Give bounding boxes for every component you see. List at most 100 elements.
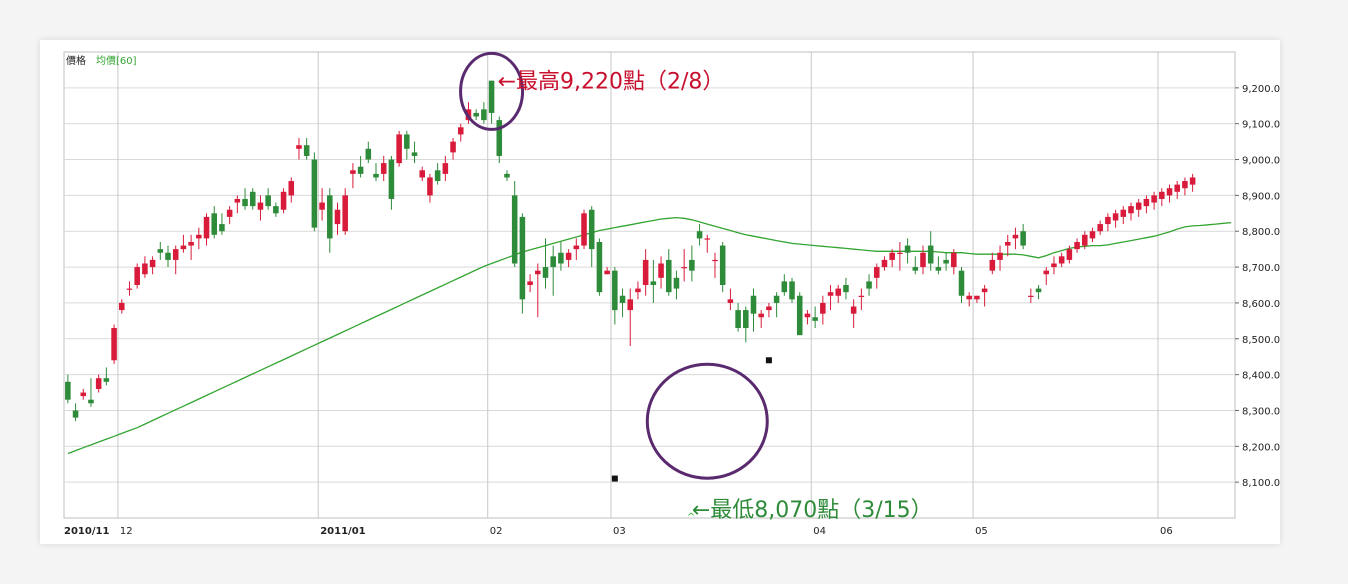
candle-body <box>850 306 857 314</box>
candle-body <box>758 313 764 318</box>
x-tick-label: 05 <box>975 526 988 537</box>
candle <box>1043 267 1050 285</box>
candle <box>866 274 872 296</box>
candle-body <box>427 177 433 196</box>
candle-body <box>665 259 672 293</box>
marker-square <box>611 475 618 482</box>
candle-body <box>450 141 456 153</box>
grid <box>63 51 1236 519</box>
candle-body <box>804 313 811 318</box>
candle <box>1058 252 1065 268</box>
candle <box>850 299 857 329</box>
candle <box>827 285 834 311</box>
candle <box>257 195 264 221</box>
candle <box>1182 177 1188 196</box>
candle <box>1166 184 1173 203</box>
candle-body <box>134 267 140 285</box>
candle <box>1051 256 1057 275</box>
candle-body <box>288 181 295 196</box>
highlight-circles <box>459 51 769 480</box>
candle <box>781 274 788 296</box>
candle <box>1004 234 1011 257</box>
candle <box>627 288 634 346</box>
candle <box>912 256 919 275</box>
marker-square <box>765 357 772 364</box>
candle-body <box>843 285 849 293</box>
candle-body <box>334 209 341 225</box>
plot-frame <box>63 51 1236 519</box>
candle <box>673 270 680 300</box>
candle-body <box>1105 216 1111 225</box>
candle <box>203 213 210 246</box>
candle <box>1143 195 1150 214</box>
candle-body <box>642 259 649 285</box>
candle-body <box>558 252 564 264</box>
candle-body <box>866 281 872 289</box>
candle <box>1112 209 1119 228</box>
candlestick-chart: ←最高9,220點（2/8）←最低8,070點（3/15）^ 8,100.008… <box>63 51 1280 537</box>
candle-body <box>142 263 148 275</box>
candle-body <box>565 252 572 260</box>
candle-body <box>689 259 695 271</box>
candle-body <box>873 267 880 278</box>
candle-body <box>881 259 888 268</box>
highlight-circle <box>645 362 769 480</box>
candle <box>789 277 795 303</box>
candle-body <box>966 295 972 300</box>
candle-body <box>1058 256 1065 264</box>
highlight-circle <box>459 51 525 131</box>
candle-body <box>273 206 279 214</box>
candle-body <box>827 292 834 296</box>
candle-body <box>789 281 795 300</box>
candle-body <box>95 378 102 389</box>
candle <box>750 288 757 332</box>
candle <box>773 292 780 318</box>
x-tick-label: 2010/11 <box>64 526 109 537</box>
candle <box>396 130 402 167</box>
candle-body <box>411 152 418 156</box>
candle-body <box>350 170 356 174</box>
y-axis: 8,100.00 8,200.00 8,300.00 8,400.00 8,500.00… <box>1235 84 1280 489</box>
candle <box>743 306 749 343</box>
candle <box>111 324 117 364</box>
candle-body <box>1112 213 1119 221</box>
candle-body <box>442 163 449 174</box>
candle-body <box>72 410 79 418</box>
candle-body <box>812 317 818 321</box>
candle <box>642 249 649 296</box>
candle <box>1120 206 1127 225</box>
ma60-line <box>67 216 1232 455</box>
candle <box>619 288 626 318</box>
x-axis: 2010/11 12 2011/01 02 03 04 05 06 <box>64 526 1173 537</box>
candle-body <box>696 231 703 239</box>
annotation-label: ←最低8,070點（3/15） <box>692 498 933 523</box>
candle <box>951 249 957 275</box>
candle-body <box>234 198 241 203</box>
candle <box>457 123 464 142</box>
y-tick-label: 9,000.00 <box>1242 156 1280 167</box>
candle <box>88 378 94 407</box>
candle-body <box>496 120 503 156</box>
candle <box>997 245 1003 271</box>
candle <box>319 188 325 221</box>
candle-body <box>1159 191 1165 199</box>
candle-body <box>1043 270 1050 275</box>
candle-body <box>796 295 803 336</box>
candle-body <box>951 252 957 268</box>
candle-body <box>1066 249 1073 260</box>
candle-body <box>296 145 302 149</box>
candle <box>766 302 772 318</box>
candle-body <box>920 252 926 268</box>
candle-body <box>388 159 395 199</box>
candle-body <box>1151 195 1157 203</box>
candle <box>650 259 657 303</box>
candle <box>72 403 79 422</box>
candle-body <box>773 295 780 303</box>
candle-body <box>103 378 110 382</box>
candle-body <box>1020 231 1026 246</box>
candle <box>134 263 140 289</box>
candle <box>419 166 426 182</box>
candle <box>1074 238 1080 253</box>
candle-body <box>481 109 487 121</box>
candle <box>712 252 718 278</box>
